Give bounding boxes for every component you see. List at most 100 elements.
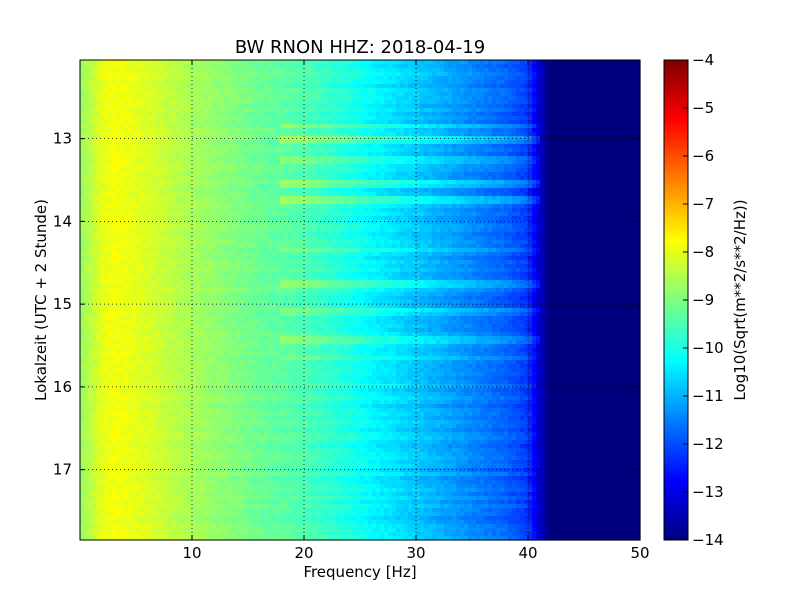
heatmap-cell [472,188,477,193]
heatmap-cell [220,68,225,73]
heatmap-cell [332,116,337,121]
heatmap-cell [532,72,537,77]
heatmap-cell [532,64,537,69]
heatmap-cell [88,68,93,73]
heatmap-cell [84,80,89,85]
heatmap-cell [484,64,489,69]
heatmap-cell [500,136,505,141]
heatmap-cell [156,168,161,173]
heatmap-cell [588,112,593,117]
heatmap-cell [516,164,521,169]
heatmap-cell [604,164,609,169]
heatmap-cell [232,168,237,173]
heatmap-cell [80,128,85,133]
heatmap-cell [628,120,633,125]
heatmap-cell [568,144,573,149]
heatmap-cell [560,156,565,161]
heatmap-cell [128,108,133,113]
heatmap-cell [580,64,585,69]
heatmap-cell [452,68,457,73]
heatmap-cell [624,108,629,113]
heatmap-cell [528,192,533,197]
heatmap-cell [192,152,197,157]
heatmap-cell [276,184,281,189]
heatmap-cell [124,168,129,173]
heatmap-cell [312,100,317,105]
heatmap-cell [432,92,437,97]
heatmap-cell [224,168,229,173]
heatmap-cell [124,160,129,165]
heatmap-cell [540,176,545,181]
heatmap-cell [416,112,421,117]
heatmap-cell [104,168,109,173]
heatmap-cell [288,100,293,105]
heatmap-cell [196,152,201,157]
heatmap-cell [436,172,441,177]
heatmap-cell [432,84,437,89]
heatmap-cell [268,152,273,157]
heatmap-cell [220,192,225,197]
heatmap-cell [248,104,253,109]
heatmap-cell [228,196,233,201]
heatmap-cell [340,160,345,165]
heatmap-cell [592,88,597,93]
heatmap-cell [384,116,389,121]
heatmap-cell [140,184,145,189]
heatmap-cell [416,184,421,189]
heatmap-cell [172,104,177,109]
heatmap-cell [288,180,293,185]
heatmap-cell [128,68,133,73]
heatmap-cell [500,180,505,185]
heatmap-cell [460,192,465,197]
heatmap-cell [380,152,385,157]
heatmap-cell [492,132,497,137]
heatmap-cell [564,96,569,101]
heatmap-cell [356,72,361,77]
heatmap-cell [280,152,285,157]
heatmap-cell [168,164,173,169]
heatmap-cell [152,196,157,201]
heatmap-cell [540,96,545,101]
heatmap-cell [456,172,461,177]
heatmap-cell [124,156,129,161]
heatmap-cell [100,192,105,197]
heatmap-cell [500,72,505,77]
heatmap-cell [532,168,537,173]
heatmap-cell [288,80,293,85]
heatmap-cell [156,200,161,205]
heatmap-cell [488,148,493,153]
heatmap-cell [388,84,393,89]
heatmap-cell [548,160,553,165]
heatmap-cell [320,84,325,89]
heatmap-cell [116,132,121,137]
heatmap-cell [524,184,529,189]
heatmap-cell [284,172,289,177]
heatmap-cell [448,116,453,121]
heatmap-cell [196,176,201,181]
heatmap-cell [600,100,605,105]
heatmap-cell [496,60,501,65]
heatmap-cell [464,192,469,197]
heatmap-cell [416,140,421,145]
heatmap-cell [468,196,473,201]
heatmap-cell [340,140,345,145]
heatmap-cell [288,72,293,77]
heatmap-cell [548,84,553,89]
heatmap-cell [424,168,429,173]
heatmap-cell [288,144,293,149]
heatmap-cell [556,116,561,121]
heatmap-cell [180,84,185,89]
heatmap-cell [540,60,545,65]
heatmap-cell [196,92,201,97]
heatmap-cell [556,136,561,141]
heatmap-cell [488,100,493,105]
heatmap-cell [388,152,393,157]
heatmap-cell [208,200,213,205]
heatmap-cell [468,68,473,73]
heatmap-cell [116,76,121,81]
heatmap-cell [156,76,161,81]
heatmap-cell [172,72,177,77]
heatmap-cell [204,128,209,133]
heatmap-cell [188,168,193,173]
heatmap-cell [616,148,621,153]
